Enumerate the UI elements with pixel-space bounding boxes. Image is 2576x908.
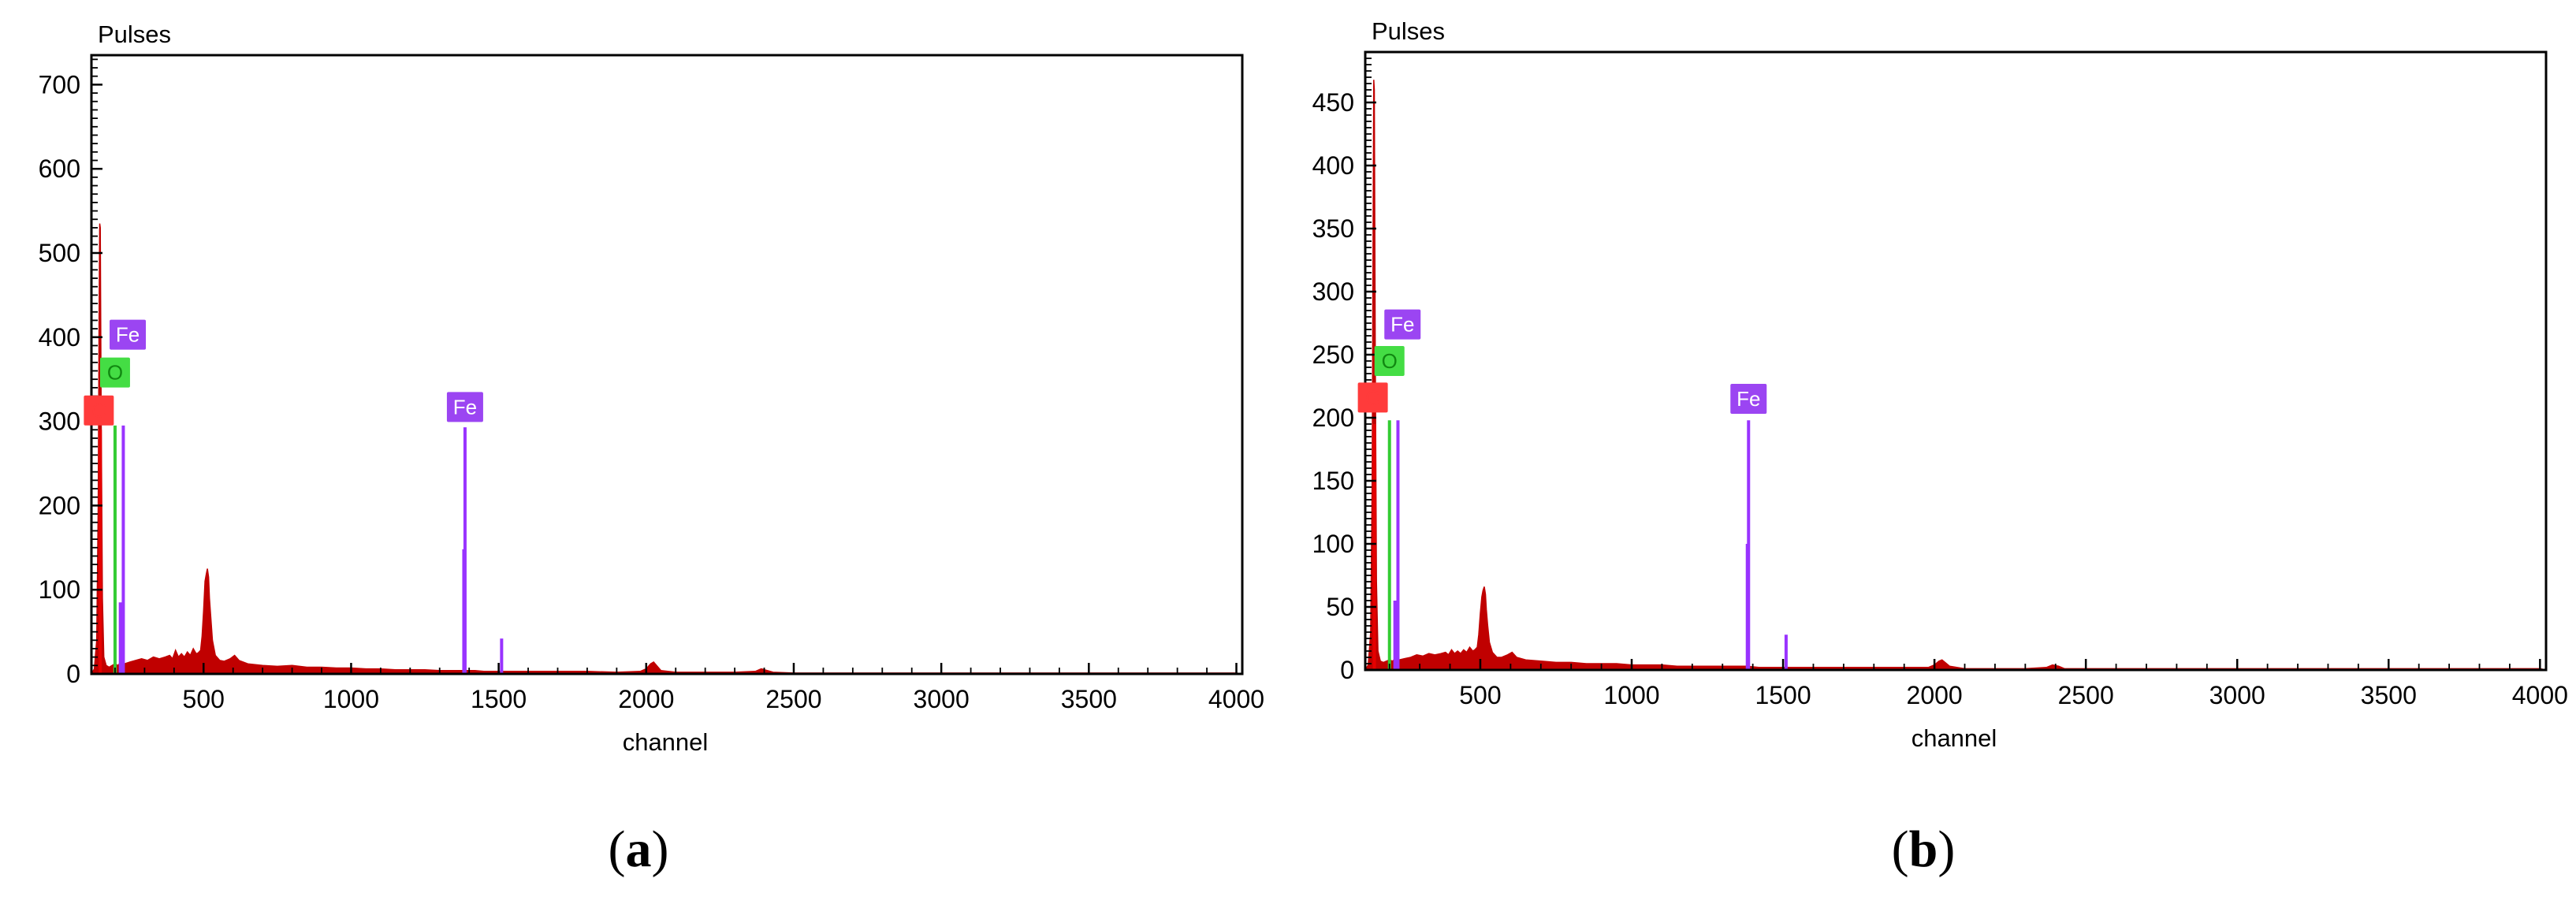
x-tick-label: 2500 <box>765 685 821 713</box>
element-tag-box <box>84 395 114 426</box>
caption-close-paren: ) <box>1938 821 1956 878</box>
x-tick-label: 2000 <box>1907 681 1963 709</box>
element-tag-box <box>1730 384 1767 414</box>
element-tag-box <box>1384 309 1421 340</box>
x-tick-label: 1500 <box>1755 681 1811 709</box>
x-axis-label: channel <box>623 728 709 756</box>
y-tick-label: 100 <box>1312 530 1354 558</box>
spectrum-chart-a: 0 100 200 300 400 500 600 700 500 1000 1500 2000 250… <box>39 20 1264 756</box>
y-tick-label: 150 <box>1312 467 1354 495</box>
y-tick-label: 250 <box>1312 340 1354 369</box>
y-tick-label: 400 <box>1312 151 1354 180</box>
x-tick-label: 4000 <box>2512 681 2568 709</box>
y-axis-label: Pulses <box>98 20 171 48</box>
y-tick-label: 100 <box>39 575 80 604</box>
x-tick-label: 2000 <box>618 685 674 713</box>
x-tick-label: 1000 <box>1603 681 1659 709</box>
plot-frame <box>90 54 1244 675</box>
x-tick-label: 500 <box>1459 681 1501 709</box>
element-tag-label: Fe <box>1390 313 1414 337</box>
element-tag-label: C <box>91 399 106 422</box>
y-axis-label: Pulses <box>1372 17 1445 45</box>
caption-letter: a <box>625 821 652 878</box>
element-tag-label: Fe <box>453 395 477 419</box>
panel-caption-a: (a) <box>560 820 717 880</box>
y-tick-label: 200 <box>39 491 80 519</box>
y-tick-label: 700 <box>39 70 80 99</box>
spectrum-chart-b: 0 50 100 150 200 250 300 350 400 450 500 1000 1500 20… <box>1312 17 2568 752</box>
x-tick-label: 3000 <box>914 685 970 713</box>
y-tick-label: 0 <box>66 660 80 688</box>
element-tag-box <box>110 319 147 350</box>
y-tick-label: 300 <box>1312 277 1354 306</box>
x-tick-label: 1500 <box>471 685 527 713</box>
y-tick-label: 50 <box>1326 593 1354 621</box>
element-tag-box <box>446 392 483 422</box>
caption-open-paren: ( <box>608 821 626 878</box>
caption-open-paren: ( <box>1891 821 1909 878</box>
spectrum-area <box>1364 80 2547 671</box>
y-tick-label: 0 <box>1340 656 1354 684</box>
chart-panel-b: 0 50 100 150 200 250 300 350 400 450 500 1000 1500 20… <box>1288 0 2576 908</box>
x-tick-label: 3500 <box>1061 685 1117 713</box>
element-tag-box <box>99 357 130 388</box>
x-tick-label: 4000 <box>1208 685 1264 713</box>
element-tag-box <box>1357 382 1388 413</box>
element-tag-label: Fe <box>116 323 140 347</box>
caption-letter: b <box>1908 821 1938 878</box>
element-tag-label: C <box>1365 385 1380 409</box>
element-tag-label: O <box>1382 349 1398 373</box>
x-tick-label: 500 <box>183 685 225 713</box>
y-tick-label: 500 <box>39 239 80 267</box>
x-tick-label: 3000 <box>2209 681 2265 709</box>
y-tick-label: 450 <box>1312 88 1354 117</box>
plot-frame <box>1364 50 2548 672</box>
element-tag-label: O <box>107 361 123 385</box>
x-axis-label: channel <box>1912 724 1997 752</box>
element-tag-box <box>1374 346 1405 376</box>
x-tick-label: 2500 <box>2058 681 2114 709</box>
y-tick-label: 350 <box>1312 214 1354 243</box>
y-tick-label: 400 <box>39 323 80 352</box>
panel-caption-b: (b) <box>1845 820 2002 880</box>
x-tick-label: 3500 <box>2361 681 2417 709</box>
y-tick-label: 600 <box>39 154 80 183</box>
y-tick-label: 300 <box>39 407 80 436</box>
chart-panel-a: 0 100 200 300 400 500 600 700 500 1000 1500 2000 250… <box>39 20 1264 880</box>
y-tick-label: 200 <box>1312 404 1354 432</box>
element-tag-label: Fe <box>1737 387 1760 411</box>
caption-close-paren: ) <box>651 821 669 878</box>
spectrum-area <box>90 223 1243 675</box>
x-tick-label: 1000 <box>323 685 379 713</box>
